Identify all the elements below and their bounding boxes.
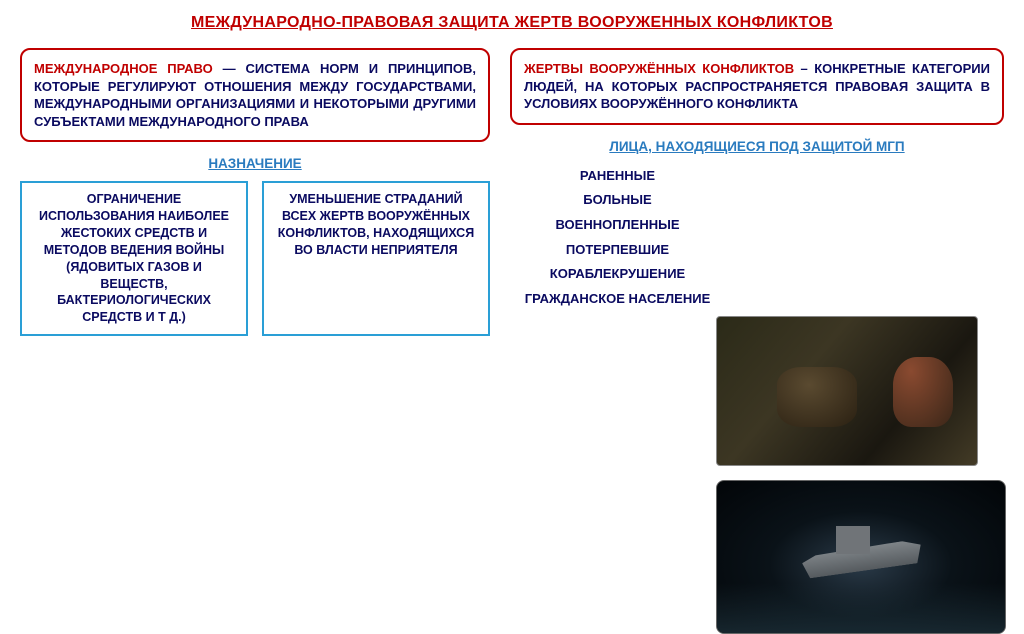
list-item: РАНЕННЫЕ [510,164,725,189]
left-column: МЕЖДУНАРОДНОЕ ПРАВО — СИСТЕМА НОРМ И ПРИ… [20,48,490,634]
list-item: ВОЕННОПЛЕННЫЕ [510,213,725,238]
wounded-soldier-image [716,316,978,466]
page-title: МЕЖДУНАРОДНО-ПРАВОВАЯ ЗАЩИТА ЖЕРТВ ВООРУ… [0,0,1024,38]
list-item: ПОТЕРПЕВШИЕ КОРАБЛЕКРУШЕНИЕ [510,238,725,287]
wave-icon [717,583,1005,633]
list-item: БОЛЬНЫЕ [510,188,725,213]
purpose-box-1: ОГРАНИЧЕНИЕ ИСПОЛЬЗОВАНИЯ НАИБОЛЕЕ ЖЕСТО… [20,181,248,336]
protected-row: РАНЕННЫЕ БОЛЬНЫЕ ВОЕННОПЛЕННЫЕ ПОТЕРПЕВШ… [510,164,1004,634]
purpose-box-2: УМЕНЬШЕНИЕ СТРАДАНИЙ ВСЕХ ЖЕРТВ ВООРУЖЁН… [262,181,490,336]
sublabel-purpose: НАЗНАЧЕНИЕ [20,156,490,171]
content-grid: МЕЖДУНАРОДНОЕ ПРАВО — СИСТЕМА НОРМ И ПРИ… [0,38,1024,634]
purposes-row: ОГРАНИЧЕНИЕ ИСПОЛЬЗОВАНИЯ НАИБОЛЕЕ ЖЕСТО… [20,181,490,336]
ship-tower-icon [836,526,870,554]
definition-box-victims: ЖЕРТВЫ ВООРУЖЁННЫХ КОНФЛИКТОВ – КОНКРЕТН… [510,48,1004,125]
definition-term-victims: ЖЕРТВЫ ВООРУЖЁННЫХ КОНФЛИКТОВ [524,61,794,76]
protected-persons-list: РАНЕННЫЕ БОЛЬНЫЕ ВОЕННОПЛЕННЫЕ ПОТЕРПЕВШ… [510,164,725,312]
sublabel-protected: ЛИЦА, НАХОДЯЩИЕСЯ ПОД ЗАЩИТОЙ МГП [510,139,1004,154]
right-column: ЖЕРТВЫ ВООРУЖЁННЫХ КОНФЛИКТОВ – КОНКРЕТН… [510,48,1004,634]
definition-term-law: МЕЖДУНАРОДНОЕ ПРАВО [34,61,213,76]
list-item: ГРАЖДАНСКОЕ НАСЕЛЕНИЕ [510,287,725,312]
shipwreck-image [716,480,1006,634]
definition-box-law: МЕЖДУНАРОДНОЕ ПРАВО — СИСТЕМА НОРМ И ПРИ… [20,48,490,142]
image-stack [716,316,1004,634]
